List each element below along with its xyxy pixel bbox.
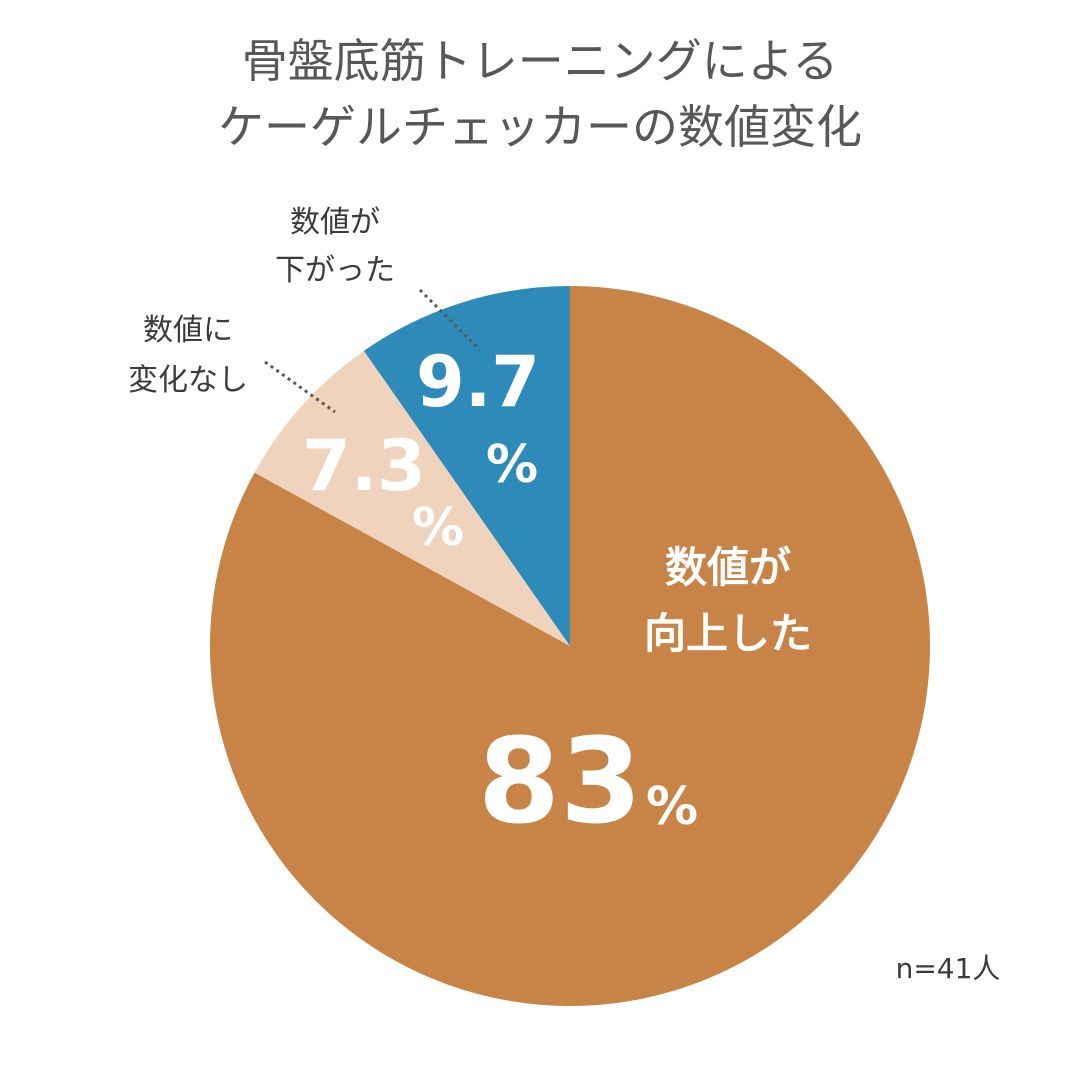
slice-unit-no-change: % bbox=[412, 498, 464, 558]
callout-no-change-line-1: 数値に bbox=[143, 313, 233, 348]
slice-no-change bbox=[254, 350, 570, 646]
slice-unit-decreased: % bbox=[486, 435, 538, 495]
slice-value-no-change: 7.3 bbox=[302, 425, 426, 507]
slice-decreased bbox=[363, 286, 570, 646]
slice-label-increased-line-2: 向上した bbox=[644, 609, 812, 658]
chart-title-line-2: ケーゲルチェッカーの数値変化 bbox=[218, 100, 862, 154]
callout-no-change-line-2: 変化なし bbox=[128, 363, 248, 398]
slice-value-decreased: 9.7 bbox=[416, 341, 540, 423]
leader-line-decreased bbox=[418, 288, 482, 352]
slice-label-increased-line-1: 数値が bbox=[665, 543, 791, 592]
slice-value-increased: 83 bbox=[478, 712, 642, 850]
slice-unit-increased: % bbox=[646, 777, 698, 837]
slice-increased bbox=[209, 286, 930, 1007]
leader-line-no-change bbox=[264, 360, 336, 414]
sample-size-note: n=41人 bbox=[896, 952, 1001, 985]
pie-slices bbox=[209, 286, 930, 1007]
callout-decreased-line-2: 下がった bbox=[275, 253, 395, 288]
callout-decreased-line-1: 数値が bbox=[290, 205, 380, 240]
chart-title-line-1: 骨盤底筋トレーニングによる bbox=[241, 34, 839, 88]
chart-title: 骨盤底筋トレーニングによる ケーゲルチェッカーの数値変化 bbox=[0, 28, 1080, 160]
